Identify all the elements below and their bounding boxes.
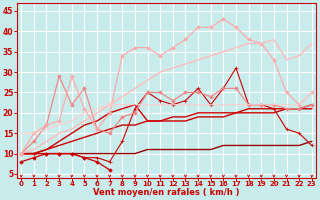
X-axis label: Vent moyen/en rafales ( km/h ): Vent moyen/en rafales ( km/h ) xyxy=(93,188,240,197)
